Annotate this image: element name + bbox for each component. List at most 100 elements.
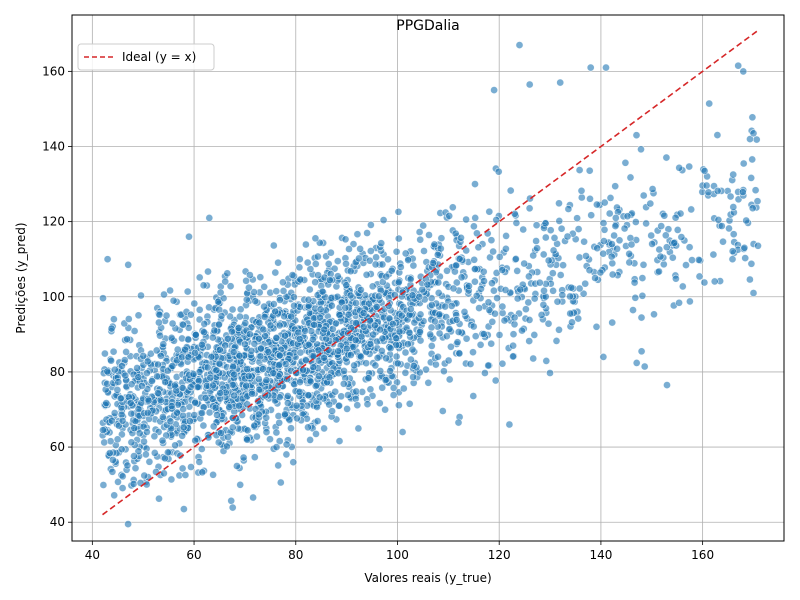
data-point — [710, 277, 719, 286]
data-point — [384, 255, 392, 264]
data-point — [648, 239, 656, 248]
data-point — [487, 339, 496, 348]
data-point — [354, 254, 363, 263]
data-point — [272, 333, 281, 342]
data-point — [487, 236, 496, 245]
data-point — [600, 198, 609, 207]
data-point — [349, 240, 358, 248]
data-point — [195, 273, 204, 282]
data-point — [564, 205, 573, 213]
y-tick-label: 100 — [42, 290, 65, 304]
data-point — [331, 336, 340, 344]
data-point — [236, 480, 245, 489]
data-point — [178, 431, 187, 440]
data-point — [362, 359, 371, 368]
data-point — [130, 452, 138, 460]
data-point — [186, 383, 195, 391]
data-point — [312, 429, 320, 438]
data-point — [223, 269, 232, 278]
data-point — [401, 348, 410, 357]
data-point — [186, 310, 195, 319]
data-point — [153, 372, 161, 381]
data-point — [675, 163, 684, 172]
data-point — [171, 441, 179, 450]
data-point — [605, 209, 614, 218]
data-point — [316, 313, 324, 322]
data-point — [308, 335, 317, 344]
data-point — [671, 213, 680, 222]
data-point — [469, 222, 478, 231]
data-point — [742, 216, 751, 225]
data-point — [134, 373, 143, 382]
data-point — [405, 328, 414, 337]
data-point — [275, 321, 284, 330]
data-point — [399, 384, 408, 393]
data-point — [520, 259, 529, 268]
data-point — [214, 297, 223, 306]
data-point — [288, 271, 297, 279]
data-point — [198, 409, 206, 417]
data-point — [275, 351, 284, 360]
data-point — [632, 131, 641, 140]
data-point — [230, 370, 238, 379]
data-point — [320, 325, 329, 334]
data-point — [154, 318, 163, 327]
data-point — [728, 247, 737, 256]
data-point — [206, 373, 215, 382]
data-point — [325, 276, 334, 284]
data-point — [529, 251, 538, 260]
data-point — [566, 309, 575, 318]
data-point — [110, 365, 119, 374]
data-point — [714, 215, 723, 224]
data-point — [740, 243, 749, 252]
data-point — [626, 173, 635, 182]
data-point — [279, 286, 288, 295]
data-point — [406, 275, 415, 284]
data-point — [292, 401, 301, 410]
data-point — [416, 235, 425, 244]
data-point — [469, 322, 478, 331]
data-point — [492, 215, 501, 224]
data-point — [346, 351, 355, 359]
data-point — [214, 320, 223, 329]
data-point — [556, 78, 565, 87]
y-tick-label: 140 — [42, 140, 65, 154]
data-point — [602, 63, 610, 72]
data-point — [663, 381, 671, 389]
data-point — [351, 336, 360, 344]
data-point — [563, 232, 572, 241]
data-point — [621, 158, 630, 167]
data-point — [525, 315, 534, 324]
data-point — [216, 288, 225, 297]
data-point — [555, 216, 564, 225]
data-point — [281, 410, 289, 419]
data-point — [369, 330, 378, 339]
data-point — [281, 360, 290, 368]
data-point — [535, 278, 544, 287]
data-point — [271, 268, 280, 277]
data-point — [392, 334, 401, 343]
data-point — [340, 366, 348, 375]
data-point — [178, 383, 187, 392]
data-point — [513, 294, 522, 303]
data-point — [539, 300, 548, 309]
data-point — [472, 291, 481, 300]
data-point — [488, 317, 497, 326]
data-point — [401, 368, 410, 377]
data-point — [430, 317, 439, 326]
data-point — [184, 335, 193, 344]
data-point — [401, 249, 410, 258]
data-point — [425, 231, 433, 239]
data-point — [134, 311, 143, 320]
data-point — [662, 243, 671, 252]
data-point — [694, 255, 703, 264]
data-point — [433, 250, 442, 259]
data-point — [443, 266, 451, 275]
data-point — [553, 297, 562, 306]
data-point — [241, 319, 250, 327]
data-point — [331, 387, 340, 396]
data-point — [328, 407, 336, 415]
data-point — [717, 222, 726, 230]
data-point — [275, 418, 284, 427]
data-point — [439, 367, 448, 376]
